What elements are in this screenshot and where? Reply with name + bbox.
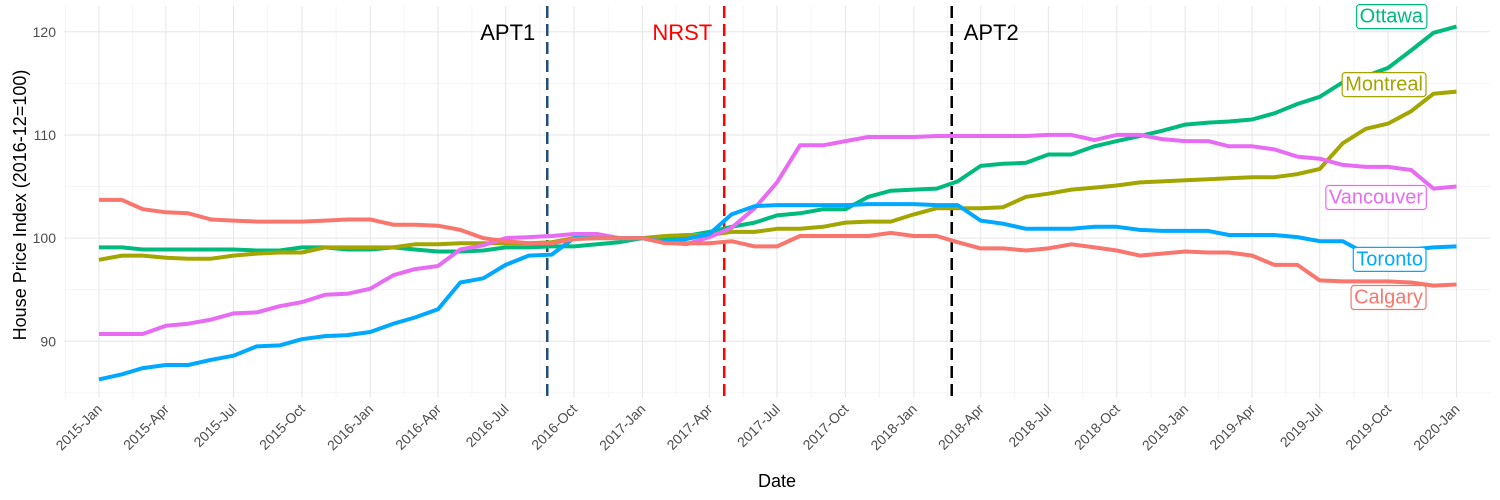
series-line-calgary <box>98 197 1457 288</box>
series-tag-label: Montreal <box>1345 74 1423 96</box>
x-tick-label: 2017-Oct <box>799 401 851 453</box>
x-tick-label: 2017-Jul <box>734 401 783 450</box>
series-tag-box <box>1341 72 1427 98</box>
series-tag-ottawa: Ottawa <box>1356 4 1428 30</box>
series-tag-vancouver: Vancouver <box>1325 184 1427 211</box>
series-line-toronto <box>98 202 1457 382</box>
series-line-montreal <box>98 89 1457 262</box>
x-tick-label: 2019-Apr <box>1206 401 1258 453</box>
series-tag-calgary: Calgary <box>1350 284 1427 311</box>
series-tag-box <box>1352 246 1427 272</box>
x-tick-label: 2016-Jan <box>324 401 377 454</box>
event-annotations: APT1 NRST APT2 <box>480 6 1019 398</box>
x-tick-label: 2020-Jan <box>1410 401 1463 454</box>
x-tick-label: 2019-Oct <box>1342 401 1394 453</box>
x-tick-label: 2016-Oct <box>528 401 580 453</box>
y-tick-label: 110 <box>34 127 57 143</box>
series-tag-box <box>1356 4 1428 30</box>
series-tag-box <box>1325 184 1427 211</box>
x-axis-ticks: 2015-Jan 2015-Apr 2015-Jul 2015-Oct 2016-Jan… <box>52 401 1462 454</box>
x-tick-label: 2017-Jan <box>596 401 649 454</box>
series-line-vancouver <box>98 132 1457 336</box>
series-tag-label: Toronto <box>1356 248 1423 270</box>
y-axis-title: House Price Index (2016-12=100) <box>10 70 30 341</box>
series-tag-box <box>1350 284 1427 311</box>
series-line-ottawa <box>98 24 1458 254</box>
y-tick-label: 90 <box>40 333 56 349</box>
x-tick-label: 2015-Oct <box>256 401 308 453</box>
x-tick-label: 2015-Jul <box>190 401 239 450</box>
y-tick-label: 100 <box>33 230 57 246</box>
x-axis-title: Date <box>758 471 796 491</box>
series-tag-toronto: Toronto <box>1352 246 1427 272</box>
annotation-label-apt1: APT1 <box>480 20 535 45</box>
x-tick-label: 2015-Apr <box>120 401 172 453</box>
series-tag-montreal: Montreal <box>1341 72 1427 98</box>
x-tick-label: 2018-Jul <box>1005 401 1054 450</box>
x-tick-label: 2016-Jul <box>462 401 511 450</box>
x-tick-label: 2018-Oct <box>1071 401 1123 453</box>
grid-lines <box>64 6 1490 398</box>
annotation-label-apt2: APT2 <box>964 20 1019 45</box>
x-tick-label: 2015-Jan <box>52 401 105 454</box>
x-tick-label: 2019-Jul <box>1277 401 1326 450</box>
series-tag-label: Vancouver <box>1329 187 1423 209</box>
series-lines <box>98 24 1458 382</box>
series-end-labels: Ottawa Montreal Vancouver Toronto Calgary <box>1325 4 1428 311</box>
series-tag-label: Calgary <box>1354 287 1423 309</box>
series-tag-label: Ottawa <box>1360 6 1424 28</box>
y-axis-ticks: 90 100 110 120 <box>33 24 57 349</box>
annotation-label-nrst: NRST <box>652 20 712 45</box>
y-tick-label: 120 <box>33 24 57 40</box>
x-tick-label: 2018-Apr <box>935 401 987 453</box>
x-tick-label: 2017-Apr <box>663 401 715 453</box>
x-tick-label: 2018-Jan <box>867 401 920 454</box>
x-tick-label: 2016-Apr <box>392 401 444 453</box>
x-tick-label: 2019-Jan <box>1139 401 1192 454</box>
